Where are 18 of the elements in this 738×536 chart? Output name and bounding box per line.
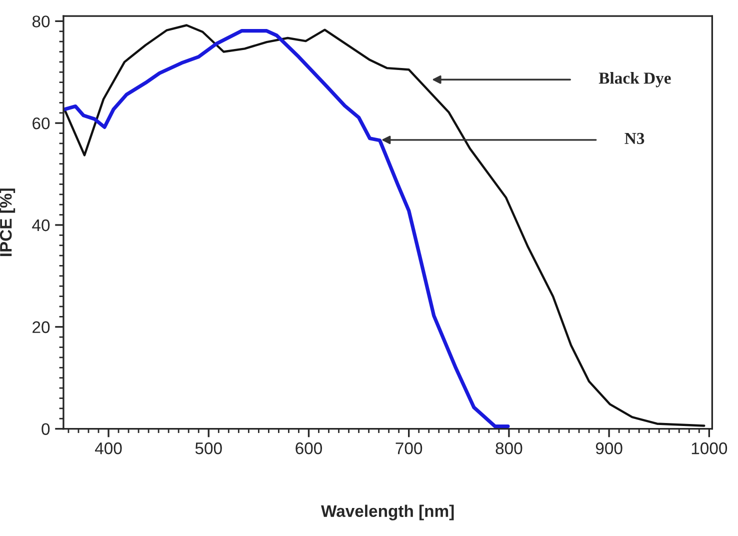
y-tick-label: 20: [32, 321, 50, 334]
y-tick-label: 40: [32, 219, 50, 232]
x-axis-title: Wavelength [nm]: [321, 504, 454, 520]
x-tick-label: 600: [296, 442, 322, 454]
x-tick-label: 500: [195, 442, 222, 454]
annotation: N3: [624, 132, 644, 144]
annotation: Black Dye: [598, 72, 671, 88]
x-tick-label: 700: [396, 442, 422, 454]
x-tick-label: 1000: [692, 442, 728, 454]
y-tick-label: 80: [32, 16, 50, 28]
x-tick-label: 400: [94, 442, 122, 454]
y-tick-label: 60: [32, 117, 50, 130]
line-series: [63, 29, 510, 428]
y-tick-label: 0: [42, 423, 50, 436]
x-tick-label: 800: [496, 442, 522, 454]
y-axis-title: IPCE [%]: [0, 188, 16, 256]
x-tick-label: 900: [596, 442, 622, 454]
line-series: [63, 24, 706, 427]
